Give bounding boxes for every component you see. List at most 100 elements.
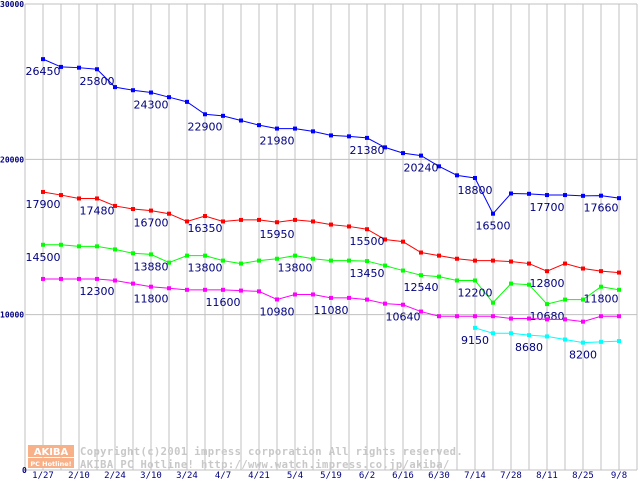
data-point (563, 297, 567, 302)
x-tick-label: 3/24 (176, 471, 198, 480)
data-point (509, 191, 513, 196)
data-label: 22900 (188, 120, 223, 133)
copyright-watermark: AKIBA PC Hotline! Copyright(c)2001 impre… (28, 445, 463, 471)
data-point (347, 224, 351, 229)
data-point (167, 211, 171, 216)
data-point (419, 273, 423, 278)
data-point (149, 90, 153, 95)
data-point (617, 339, 621, 344)
data-point (419, 309, 423, 314)
data-point (365, 135, 369, 140)
data-point (257, 217, 261, 222)
data-point (545, 193, 549, 198)
data-point (311, 219, 315, 224)
x-tick-label: 6/2 (359, 471, 375, 480)
data-point (257, 289, 261, 294)
data-point (131, 281, 135, 286)
data-label: 10640 (386, 311, 421, 324)
data-label: 8680 (515, 341, 543, 354)
data-point (275, 256, 279, 261)
x-tick-label: 6/30 (428, 471, 450, 480)
data-point (599, 314, 603, 319)
data-point (77, 196, 81, 201)
x-tick-label: 8/11 (536, 471, 558, 480)
data-point (257, 258, 261, 263)
series-3: 12300 11800 11600 10980 11080 10640 (41, 276, 621, 324)
data-point (455, 314, 459, 319)
data-point (59, 193, 63, 198)
data-point (509, 281, 513, 286)
data-point (617, 314, 621, 319)
data-point (599, 339, 603, 344)
data-point (185, 219, 189, 224)
data-label: 15500 (350, 235, 385, 248)
x-tick-label: 8/25 (572, 471, 594, 480)
x-tick-label: 2/10 (68, 471, 90, 480)
data-point (293, 253, 297, 258)
data-point (167, 95, 171, 100)
data-label: 10980 (260, 305, 295, 318)
data-point (545, 334, 549, 339)
data-label: 9150 (461, 334, 489, 347)
data-point (293, 217, 297, 222)
data-label: 14500 (26, 251, 61, 264)
data-point (581, 340, 585, 345)
data-point (185, 253, 189, 258)
data-label: 25800 (80, 75, 115, 88)
data-label: 16500 (476, 220, 511, 233)
series-layer: 26450 25800 24300 22900 21980 21380 20240 18800… (26, 57, 621, 362)
x-tick-label: 7/28 (500, 471, 522, 480)
data-point (329, 295, 333, 300)
data-point (131, 88, 135, 93)
data-label: 21380 (350, 144, 385, 157)
data-point (545, 269, 549, 274)
data-point (311, 292, 315, 297)
data-label: 13800 (278, 262, 313, 275)
data-point (509, 316, 513, 321)
data-point (203, 112, 207, 117)
data-point (509, 331, 513, 336)
data-point (113, 203, 117, 208)
data-point (473, 314, 477, 319)
data-point (527, 333, 531, 338)
data-point (545, 302, 549, 307)
data-label: 17660 (584, 202, 619, 215)
data-point (617, 287, 621, 292)
data-point (491, 314, 495, 319)
data-point (221, 113, 225, 118)
series-1: 17900 17480 16700 16350 15950 15500 12800 (26, 189, 621, 290)
data-point (437, 314, 441, 319)
data-point (563, 317, 567, 322)
data-point (149, 284, 153, 289)
y-axis-ticks: 0 10000 20000 30000 (0, 0, 27, 475)
data-label: 17480 (80, 204, 115, 217)
data-point (149, 208, 153, 213)
y-tick-label: 30000 (0, 0, 24, 9)
data-label: 13800 (188, 262, 223, 275)
x-axis-ticks: 1/27 2/10 2/24 3/10 3/24 4/7 4/21 5/4 5/19 6/2 6/1… (32, 471, 627, 480)
data-point (491, 258, 495, 263)
data-point (59, 276, 63, 281)
data-point (527, 316, 531, 321)
data-point (77, 276, 81, 281)
data-label: 21980 (260, 135, 295, 148)
data-point (113, 85, 117, 90)
data-point (167, 260, 171, 265)
data-point (239, 118, 243, 123)
data-point (95, 244, 99, 249)
x-tick-label: 4/21 (248, 471, 270, 480)
data-point (365, 297, 369, 302)
data-point (383, 145, 387, 150)
data-label: 12540 (404, 281, 439, 294)
data-point (347, 258, 351, 263)
data-point (275, 126, 279, 131)
data-point (95, 67, 99, 72)
grid (24, 3, 638, 471)
data-point (563, 261, 567, 266)
data-point (95, 196, 99, 201)
data-point (455, 256, 459, 261)
data-point (491, 300, 495, 305)
series-4: 9150 8680 8200 (461, 325, 621, 362)
data-point (437, 164, 441, 169)
data-label: 13880 (134, 260, 169, 273)
